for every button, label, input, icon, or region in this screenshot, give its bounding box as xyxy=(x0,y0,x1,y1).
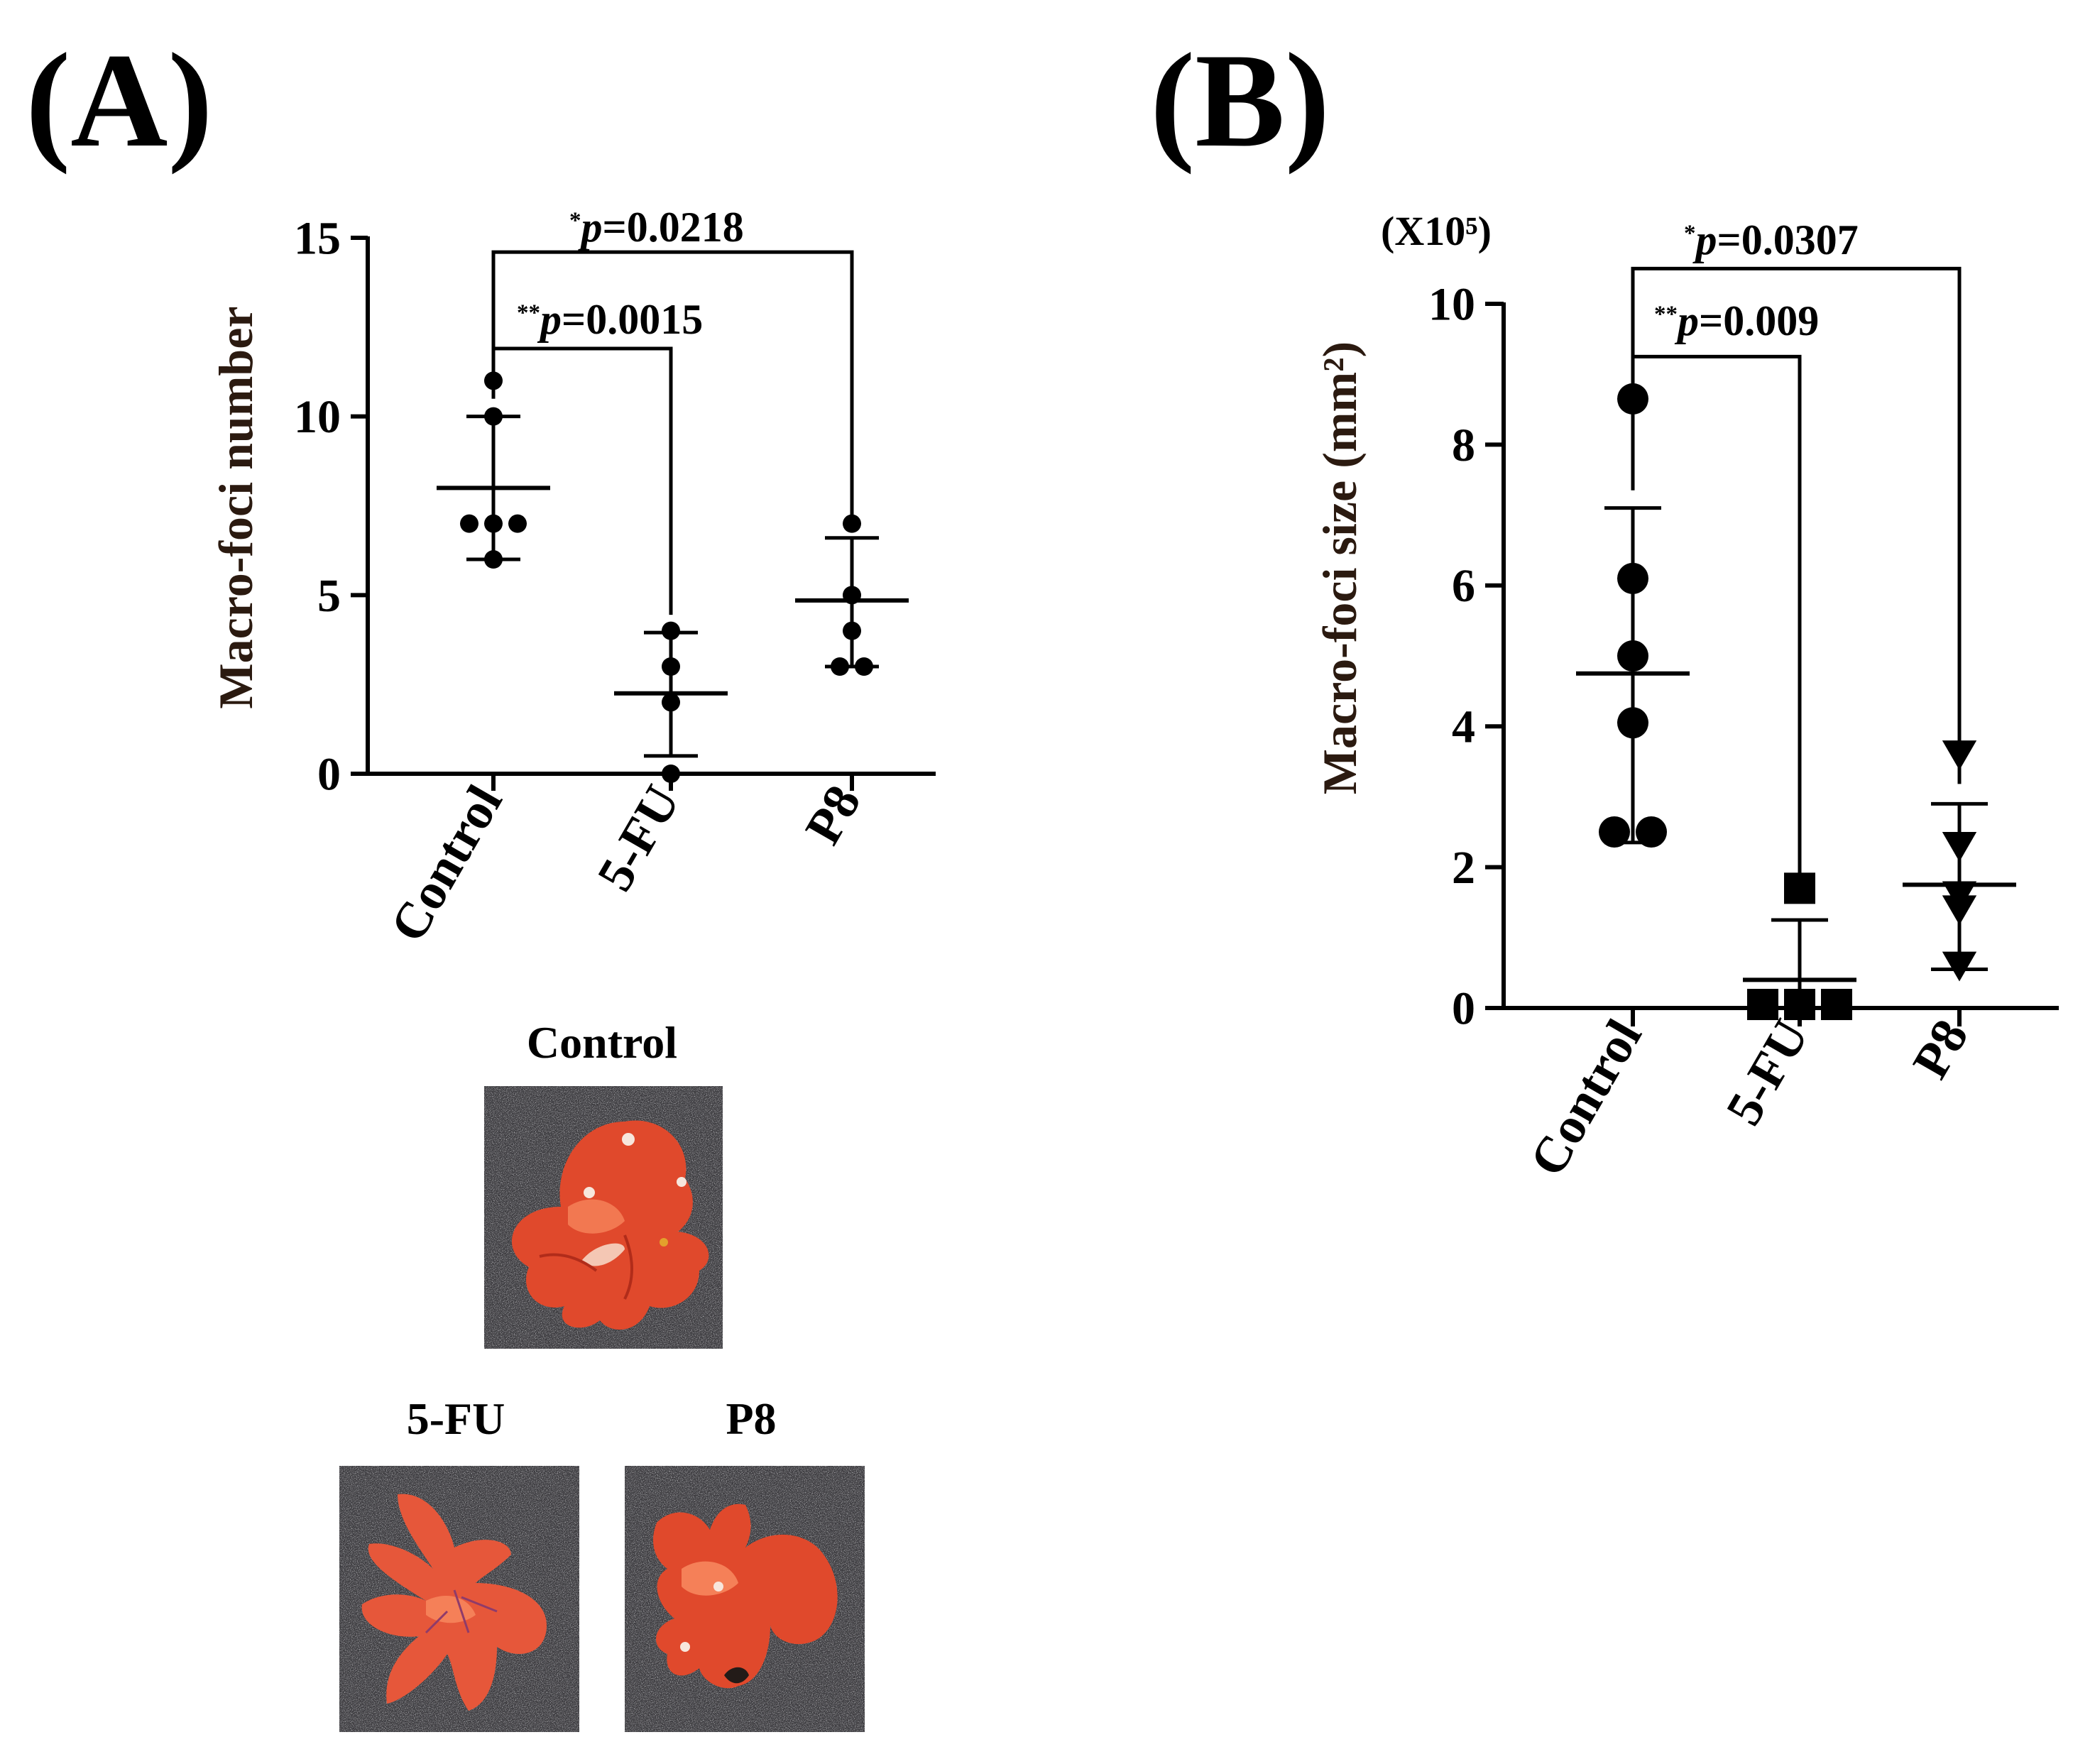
data-point xyxy=(1599,816,1630,848)
significance-label: **p=0.009 xyxy=(1654,297,1819,344)
data-point xyxy=(1821,989,1852,1021)
data-point xyxy=(662,621,680,640)
y-axis-label: Macro-foci size (mm²) xyxy=(1313,341,1367,794)
y-axis-label: Macro-foci number xyxy=(209,306,263,708)
liver-photo-5fu xyxy=(339,1466,579,1732)
y-tick-label: 0 xyxy=(1452,982,1475,1034)
data-point xyxy=(843,586,861,605)
data-point xyxy=(831,657,849,676)
liver-photo-p8 xyxy=(625,1466,865,1732)
photo-header-control: Control xyxy=(527,1017,677,1068)
data-point xyxy=(484,514,503,533)
data-point xyxy=(662,693,680,712)
data-point xyxy=(662,765,680,783)
data-point xyxy=(460,514,478,533)
y-tick-label: 2 xyxy=(1452,842,1475,894)
data-point xyxy=(1942,895,1977,926)
significance-label: **p=0.0015 xyxy=(517,296,703,343)
y-tick-label: 15 xyxy=(294,212,341,264)
panel-a-label: (A) xyxy=(26,26,213,175)
photo-caption-p8: P8 xyxy=(726,1393,776,1444)
significance-bracket xyxy=(491,250,854,518)
y-tick-label: 4 xyxy=(1452,701,1475,753)
data-point xyxy=(1747,989,1778,1021)
x-tick-label: P8 xyxy=(1902,1010,1979,1088)
y-tick-label: 8 xyxy=(1452,420,1475,471)
chart-b: 0 2 4 6 8 10 Control 5-FU P8 Macro-foci size (mm²… xyxy=(1313,217,2059,1185)
significance-bracket xyxy=(1631,266,1962,784)
significance-bracket xyxy=(491,346,673,615)
data-point xyxy=(1636,816,1667,848)
data-point xyxy=(1617,562,1648,594)
data-point xyxy=(1942,951,1977,982)
data-point xyxy=(662,657,680,676)
data-point xyxy=(855,657,873,676)
y-tick-label: 6 xyxy=(1452,560,1475,612)
data-point xyxy=(484,407,503,426)
significance-label: *p=0.0307 xyxy=(1684,217,1859,263)
liver-photo-control xyxy=(484,1086,723,1349)
data-point xyxy=(843,621,861,640)
significance-bracket xyxy=(1631,354,1802,902)
x-tick-label: Control xyxy=(1519,1010,1653,1185)
data-point xyxy=(508,514,527,533)
data-point xyxy=(484,550,503,569)
y-tick-label: 10 xyxy=(294,391,341,443)
photo-caption-5fu: 5-FU xyxy=(407,1393,505,1444)
panel-b-label: (B) xyxy=(1150,26,1330,175)
significance-label: *p=0.0218 xyxy=(569,204,744,251)
x-tick-label: 5-FU xyxy=(1715,1010,1820,1134)
x-tick-label: Control xyxy=(379,776,513,951)
y-tick-label: 0 xyxy=(317,748,341,800)
x-tick-label: 5-FU xyxy=(586,776,691,900)
data-point xyxy=(1617,640,1648,672)
data-point xyxy=(1942,832,1977,862)
scale-note: (X10⁵) xyxy=(1381,208,1492,254)
chart-a: 0 5 10 15 Control 5-FU P8 Macro-foci number *p=0… xyxy=(209,204,936,951)
y-tick-label: 5 xyxy=(317,570,341,622)
data-point xyxy=(843,514,861,533)
x-tick-label: P8 xyxy=(794,776,872,853)
data-point xyxy=(1617,707,1648,739)
y-tick-label: 10 xyxy=(1428,278,1475,330)
data-point xyxy=(1784,989,1815,1021)
